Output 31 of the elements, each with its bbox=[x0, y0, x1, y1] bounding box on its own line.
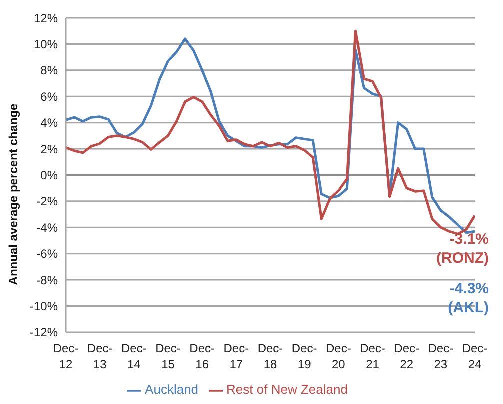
annotation: -3.1% (RONZ) bbox=[436, 230, 489, 267]
legend-label: Rest of New Zealand bbox=[226, 382, 348, 398]
x-tick-label: Dec-12 bbox=[53, 341, 79, 372]
x-tick-label: Dec-20 bbox=[326, 341, 352, 372]
legend-label: Auckland bbox=[145, 382, 199, 398]
annotation: -4.3% (AKL) bbox=[448, 280, 489, 317]
x-tick-label: Dec-17 bbox=[224, 341, 250, 372]
y-tick-label: 2% bbox=[40, 142, 58, 156]
y-tick-label: 8% bbox=[40, 64, 58, 78]
y-tick-label: 10% bbox=[34, 37, 58, 52]
y-tick-label: -4% bbox=[36, 220, 58, 235]
x-tick-label: Dec-22 bbox=[394, 341, 420, 372]
y-axis-title: Annual average percent change bbox=[6, 104, 20, 286]
x-tick-label: Dec-24 bbox=[462, 341, 488, 372]
y-tick-label: 12% bbox=[34, 11, 58, 26]
y-tick-label: -10% bbox=[30, 299, 58, 314]
x-tick-label: Dec-18 bbox=[258, 341, 284, 372]
x-tick-label: Dec-21 bbox=[360, 341, 386, 372]
y-tick-label: -2% bbox=[36, 194, 58, 209]
y-tick-label: -6% bbox=[36, 247, 58, 262]
y-tick-label: -8% bbox=[36, 273, 58, 288]
x-tick-label: Dec-19 bbox=[292, 341, 318, 372]
y-tick-label: 6% bbox=[40, 90, 58, 104]
x-tick-label: Dec-14 bbox=[121, 341, 147, 372]
x-tick-label: Dec-13 bbox=[87, 341, 113, 372]
y-tick-label: 4% bbox=[40, 116, 58, 130]
x-tick-label: Dec-15 bbox=[156, 341, 181, 372]
x-tick-label: Dec-16 bbox=[190, 341, 216, 372]
x-tick-label: Dec-23 bbox=[428, 341, 454, 372]
y-tick-label: -12% bbox=[30, 326, 58, 340]
y-tick-label: 0% bbox=[40, 168, 58, 182]
